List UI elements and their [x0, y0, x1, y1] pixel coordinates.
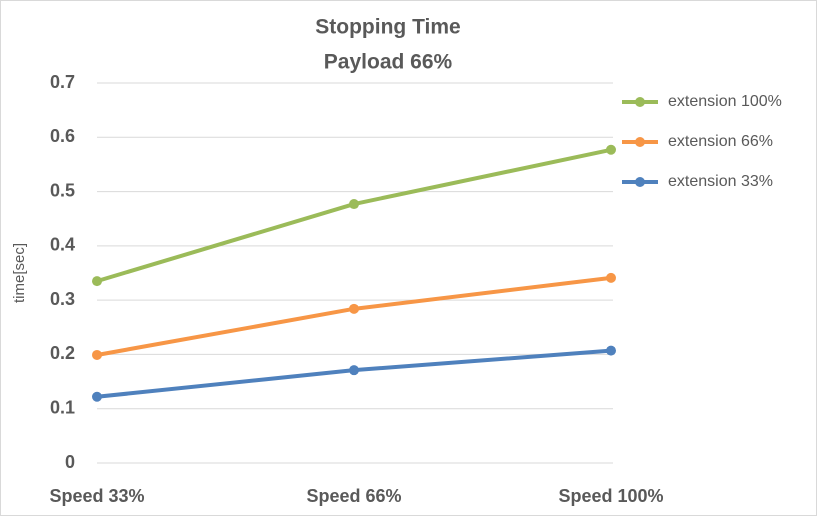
- data-point: [92, 349, 102, 360]
- y-tick-label: 0.5: [50, 180, 75, 200]
- legend-marker: [635, 177, 645, 187]
- data-point: [349, 199, 359, 210]
- y-axis-label: time[sec]: [11, 243, 28, 303]
- data-point: [349, 303, 359, 314]
- data-point: [606, 144, 616, 155]
- legend-marker: [635, 97, 645, 107]
- y-tick-label: 0.2: [50, 343, 75, 363]
- legend-label: extension 33%: [668, 173, 773, 190]
- data-point: [92, 391, 102, 402]
- data-point: [606, 272, 616, 283]
- y-tick-label: 0.7: [50, 72, 75, 92]
- legend-label: extension 66%: [668, 133, 773, 150]
- y-tick-label: 0.6: [50, 126, 75, 146]
- legend-marker: [635, 137, 645, 147]
- chart-subtitle: Payload 66%: [324, 51, 453, 74]
- x-tick-label: Speed 66%: [306, 486, 401, 506]
- y-tick-label: 0.1: [50, 397, 75, 417]
- chart-title: Stopping Time: [315, 16, 460, 39]
- data-point: [349, 365, 359, 376]
- y-tick-label: 0.3: [50, 289, 75, 309]
- data-point: [92, 276, 102, 287]
- x-tick-label: Speed 33%: [49, 486, 144, 506]
- y-tick-label: 0: [65, 452, 75, 472]
- y-tick-label: 0.4: [50, 235, 75, 255]
- data-point: [606, 345, 616, 356]
- x-tick-label: Speed 100%: [558, 486, 663, 506]
- legend-label: extension 100%: [668, 93, 782, 110]
